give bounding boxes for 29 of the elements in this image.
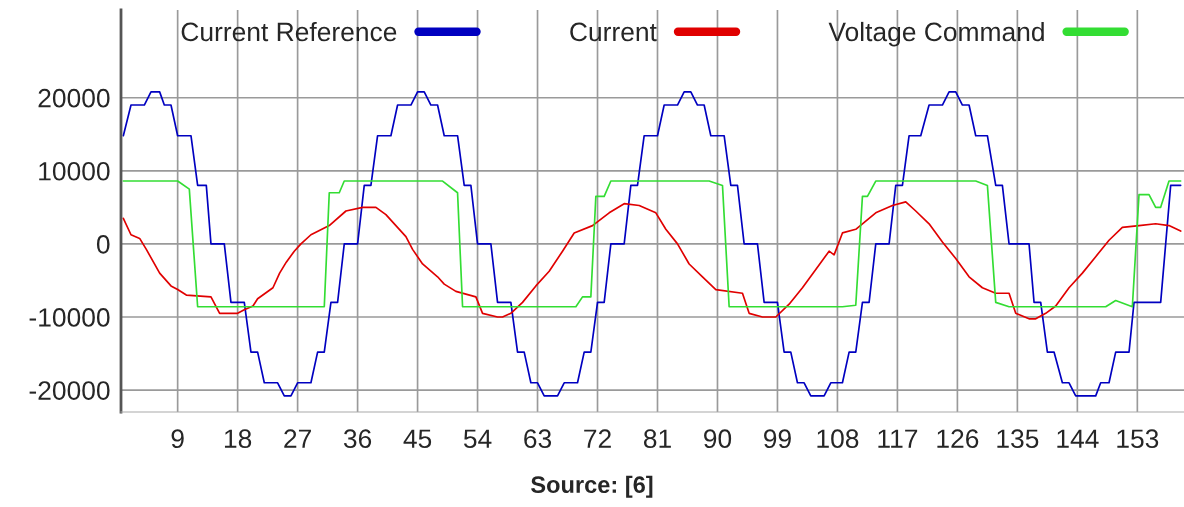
line-series <box>122 180 1182 308</box>
source-note: Source: [6] <box>531 475 653 498</box>
x-tick-label: 18 <box>224 429 252 449</box>
legend-label: Current Reference <box>181 21 397 42</box>
x-tick-label: 126 <box>937 429 979 449</box>
x-tick-label: 72 <box>584 429 611 448</box>
x-tick-label: 81 <box>643 429 671 449</box>
x-tick-label: 36 <box>343 429 372 449</box>
x-tick-label: 45 <box>403 429 432 449</box>
y-tick-label: 0 <box>96 235 110 254</box>
x-tick-label: 54 <box>463 429 492 449</box>
x-tick-label: 9 <box>171 429 184 449</box>
legend-label: Voltage Command <box>828 21 1044 47</box>
x-tick-label: 108 <box>817 429 859 449</box>
x-tick-label: 117 <box>878 429 918 448</box>
x-tick-label: 135 <box>997 429 1039 449</box>
x-tick-label: 27 <box>284 429 311 448</box>
x-tick-label: 90 <box>704 429 732 449</box>
legend-label: Current <box>570 22 657 42</box>
line-series <box>122 201 1182 320</box>
x-tick-label: 99 <box>764 429 791 449</box>
y-tick-label: -10000 <box>29 308 110 327</box>
y-tick-label: -20000 <box>29 381 110 400</box>
x-tick-label: 144 <box>1057 429 1099 448</box>
x-tick-label: 63 <box>524 429 552 449</box>
y-tick-label: 10000 <box>39 161 110 181</box>
y-tick-label: 20000 <box>38 88 110 108</box>
line-series <box>122 91 1182 397</box>
x-tick-label: 153 <box>1117 429 1159 449</box>
